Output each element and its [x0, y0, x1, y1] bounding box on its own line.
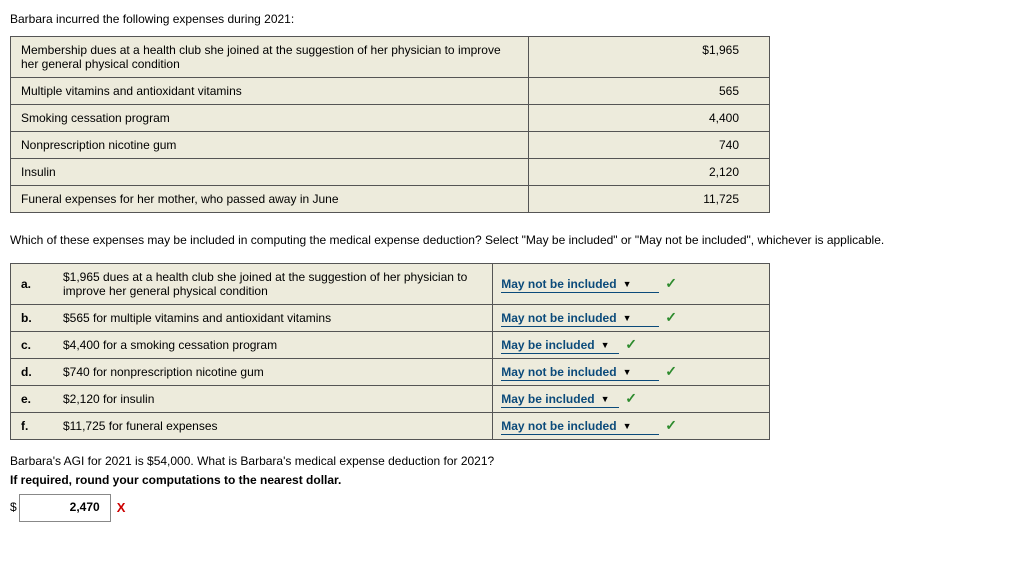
expense-desc: Multiple vitamins and antioxidant vitami…: [11, 78, 529, 105]
selection-value: May be included: [501, 338, 594, 352]
item-desc: $565 for multiple vitamins and antioxida…: [53, 305, 493, 332]
item-selection-cell: May not be included ▼ ✓: [493, 264, 770, 305]
selection-dropdown[interactable]: May not be included ▼: [501, 277, 659, 293]
selection-dropdown[interactable]: May not be included ▼: [501, 311, 659, 327]
expense-amount: 4,400: [529, 105, 770, 132]
check-icon: ✓: [665, 275, 677, 291]
expense-amount: 2,120: [529, 159, 770, 186]
final-answer-input[interactable]: 2,470: [19, 494, 111, 521]
selection-dropdown[interactable]: May not be included ▼: [501, 419, 659, 435]
item-letter: c.: [11, 332, 53, 359]
intro-text: Barbara incurred the following expenses …: [10, 12, 1014, 26]
selection-value: May be included: [501, 392, 594, 406]
selection-value: May not be included: [501, 365, 616, 379]
question-text: Which of these expenses may be included …: [10, 231, 1014, 249]
selection-value: May not be included: [501, 419, 616, 433]
expense-amount: $1,965: [529, 37, 770, 78]
item-letter: f.: [11, 413, 53, 440]
footer-line1: Barbara's AGI for 2021 is $54,000. What …: [10, 452, 1014, 471]
expense-desc: Funeral expenses for her mother, who pas…: [11, 186, 529, 213]
check-icon: ✓: [665, 363, 677, 379]
answer-table: a.$1,965 dues at a health club she joine…: [10, 263, 770, 440]
chevron-down-icon: ▼: [623, 367, 632, 377]
expense-desc: Membership dues at a health club she joi…: [11, 37, 529, 78]
selection-dropdown[interactable]: May not be included ▼: [501, 365, 659, 381]
check-icon: ✓: [625, 390, 637, 406]
expense-desc: Nonprescription nicotine gum: [11, 132, 529, 159]
item-desc: $11,725 for funeral expenses: [53, 413, 493, 440]
item-desc: $2,120 for insulin: [53, 386, 493, 413]
chevron-down-icon: ▼: [623, 279, 632, 289]
item-selection-cell: May be included ▼ ✓: [493, 332, 770, 359]
item-desc: $1,965 dues at a health club she joined …: [53, 264, 493, 305]
item-desc: $740 for nonprescription nicotine gum: [53, 359, 493, 386]
item-selection-cell: May not be included ▼ ✓: [493, 413, 770, 440]
selection-value: May not be included: [501, 277, 616, 291]
chevron-down-icon: ▼: [623, 313, 632, 323]
item-selection-cell: May not be included ▼ ✓: [493, 305, 770, 332]
expense-amount: 11,725: [529, 186, 770, 213]
cross-icon: X: [117, 498, 126, 519]
check-icon: ✓: [665, 309, 677, 325]
expense-table: Membership dues at a health club she joi…: [10, 36, 770, 213]
item-letter: b.: [11, 305, 53, 332]
chevron-down-icon: ▼: [623, 421, 632, 431]
check-icon: ✓: [665, 417, 677, 433]
selection-dropdown[interactable]: May be included ▼: [501, 338, 619, 354]
selection-dropdown[interactable]: May be included ▼: [501, 392, 619, 408]
item-letter: e.: [11, 386, 53, 413]
expense-desc: Smoking cessation program: [11, 105, 529, 132]
item-letter: d.: [11, 359, 53, 386]
item-selection-cell: May not be included ▼ ✓: [493, 359, 770, 386]
check-icon: ✓: [625, 336, 637, 352]
expense-desc: Insulin: [11, 159, 529, 186]
item-desc: $4,400 for a smoking cessation program: [53, 332, 493, 359]
dollar-sign: $: [10, 498, 17, 517]
expense-amount: 740: [529, 132, 770, 159]
footer-question: Barbara's AGI for 2021 is $54,000. What …: [10, 452, 1014, 522]
footer-line2: If required, round your computations to …: [10, 471, 1014, 490]
selection-value: May not be included: [501, 311, 616, 325]
expense-amount: 565: [529, 78, 770, 105]
item-selection-cell: May be included ▼ ✓: [493, 386, 770, 413]
item-letter: a.: [11, 264, 53, 305]
chevron-down-icon: ▼: [601, 394, 610, 404]
chevron-down-icon: ▼: [601, 340, 610, 350]
